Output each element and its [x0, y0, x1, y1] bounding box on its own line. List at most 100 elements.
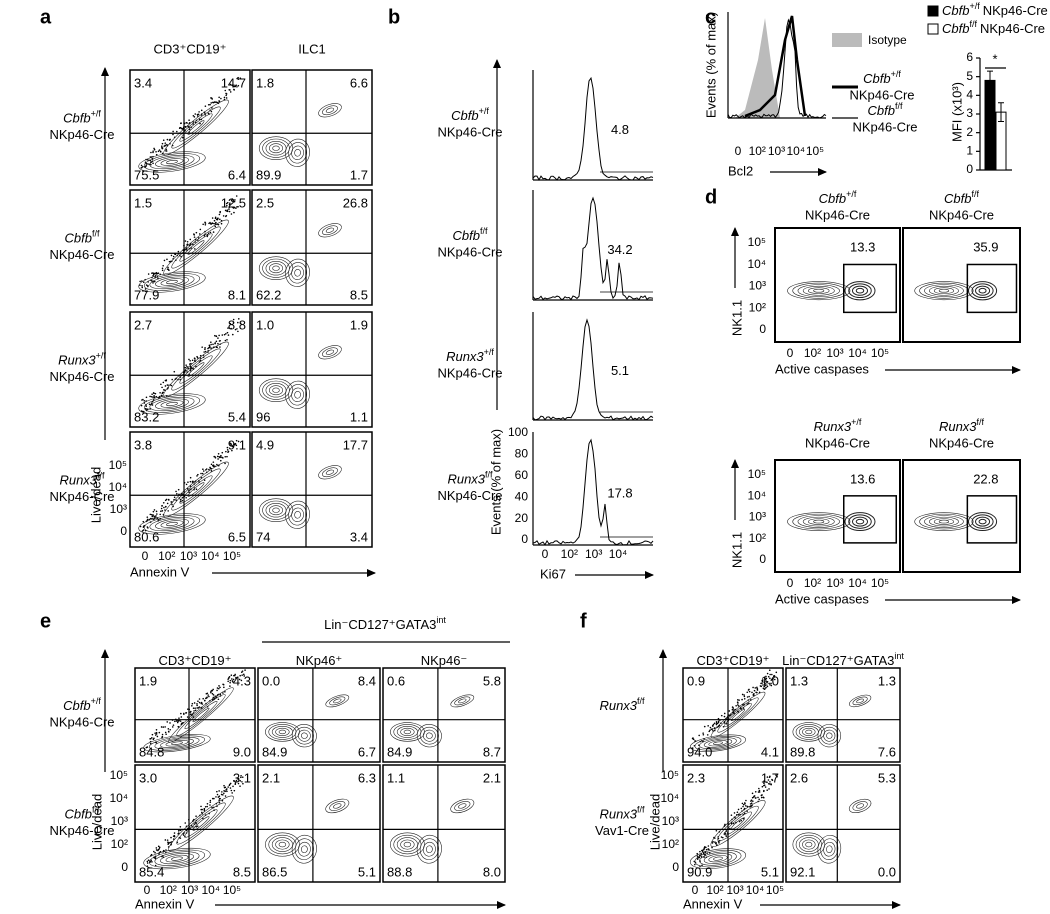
event-dot: [212, 688, 214, 691]
event-dot: [196, 115, 199, 117]
event-dot: [225, 450, 227, 453]
contour: [390, 722, 425, 742]
x-tick-label: 10⁵: [871, 576, 889, 590]
quadrant-value: 2.5: [256, 195, 274, 210]
event-dot: [188, 491, 190, 494]
quadrant-value: 2.3: [687, 770, 705, 785]
contour: [797, 284, 840, 298]
event-dot: [194, 248, 196, 250]
significance: *: [992, 51, 997, 66]
quadrant-value: 88.8: [387, 864, 412, 879]
event-dot: [233, 674, 236, 677]
event-dot: [239, 674, 241, 677]
contour: [823, 841, 836, 857]
event-dot: [229, 681, 231, 684]
contour: [813, 288, 825, 293]
contour: [805, 841, 813, 848]
quadrant-value: 4.1: [761, 744, 779, 759]
event-dot: [164, 506, 167, 508]
event-dot: [155, 510, 158, 513]
plot-frame: [251, 189, 373, 306]
event-dot: [223, 792, 225, 795]
event-dot: [228, 208, 230, 210]
contour: [322, 225, 338, 236]
contour: [855, 287, 865, 294]
contour: [148, 735, 206, 751]
event-dot: [201, 472, 204, 475]
event-dot: [162, 381, 165, 384]
event-dot: [742, 803, 745, 806]
event-dot: [165, 379, 168, 381]
contour: [708, 854, 728, 863]
y-tick-label: 0: [120, 524, 127, 538]
event-dot: [703, 725, 706, 728]
legend-swatch: [927, 5, 939, 17]
quadrant-value: 1.7: [761, 770, 779, 785]
contour: [271, 837, 293, 852]
contour: [852, 801, 868, 811]
event-dot: [166, 138, 169, 141]
allele: f/f: [971, 189, 979, 199]
event-dot: [167, 842, 170, 845]
genotype-label: Runx3f/f: [599, 696, 645, 713]
contour: [160, 158, 184, 166]
contour: [699, 851, 737, 866]
event-dot: [743, 812, 746, 815]
event-dot: [189, 713, 192, 715]
header-text: Lin⁻CD127⁺GATA3: [324, 617, 436, 632]
x-tick-label: 10²: [561, 547, 578, 561]
event-dot: [235, 439, 238, 442]
plot-frame: [902, 227, 1021, 343]
quadrant-value: 1.3: [790, 673, 808, 688]
contour: [325, 227, 335, 233]
event-dot: [760, 796, 763, 799]
event-dot: [170, 384, 173, 387]
event-dot: [758, 789, 761, 792]
event-dot: [723, 715, 726, 718]
y-tick-label: 40: [515, 489, 529, 503]
y-tick-label: 0: [966, 162, 973, 176]
contour: [813, 519, 825, 524]
event-dot: [233, 88, 235, 91]
plot-frame: [129, 431, 251, 548]
event-dot: [214, 342, 216, 345]
event-dot: [162, 264, 164, 267]
event-dot: [163, 259, 166, 262]
event-dot: [159, 513, 161, 516]
contour: [285, 258, 310, 287]
contour: [155, 398, 189, 410]
contour: [184, 809, 218, 838]
event-dot: [233, 85, 235, 88]
header-text: CD3⁺CD19⁺: [159, 653, 232, 668]
quadrant-value: 8.4: [358, 673, 376, 688]
event-dot: [204, 114, 207, 116]
contour: [808, 518, 830, 525]
event-dot: [152, 162, 154, 165]
event-dot: [233, 211, 235, 214]
contour: [450, 694, 475, 708]
gate-value: 34.2: [607, 242, 632, 257]
event-dot: [691, 747, 694, 750]
column-header: ILC1: [298, 41, 325, 56]
x-tick-label: 10⁴: [201, 883, 220, 897]
contour: [268, 143, 284, 154]
quadrant-value: 3.4: [134, 75, 152, 90]
event-dot: [145, 284, 148, 286]
event-dot: [216, 689, 218, 692]
event-dot: [199, 354, 202, 357]
contour: [163, 341, 229, 398]
event-dot: [756, 688, 758, 690]
quadrant-value: 1.3: [878, 673, 896, 688]
event-dot: [751, 691, 753, 694]
x-tick-label: 10³: [768, 144, 785, 158]
contour: [318, 465, 342, 480]
event-dot: [157, 849, 159, 852]
event-dot: [776, 775, 778, 778]
event-dot: [154, 864, 157, 867]
event-dot: [179, 837, 182, 839]
event-dot: [186, 365, 188, 368]
contour: [820, 726, 839, 745]
contour: [171, 348, 221, 391]
contour: [852, 516, 868, 527]
event-dot: [241, 776, 244, 778]
